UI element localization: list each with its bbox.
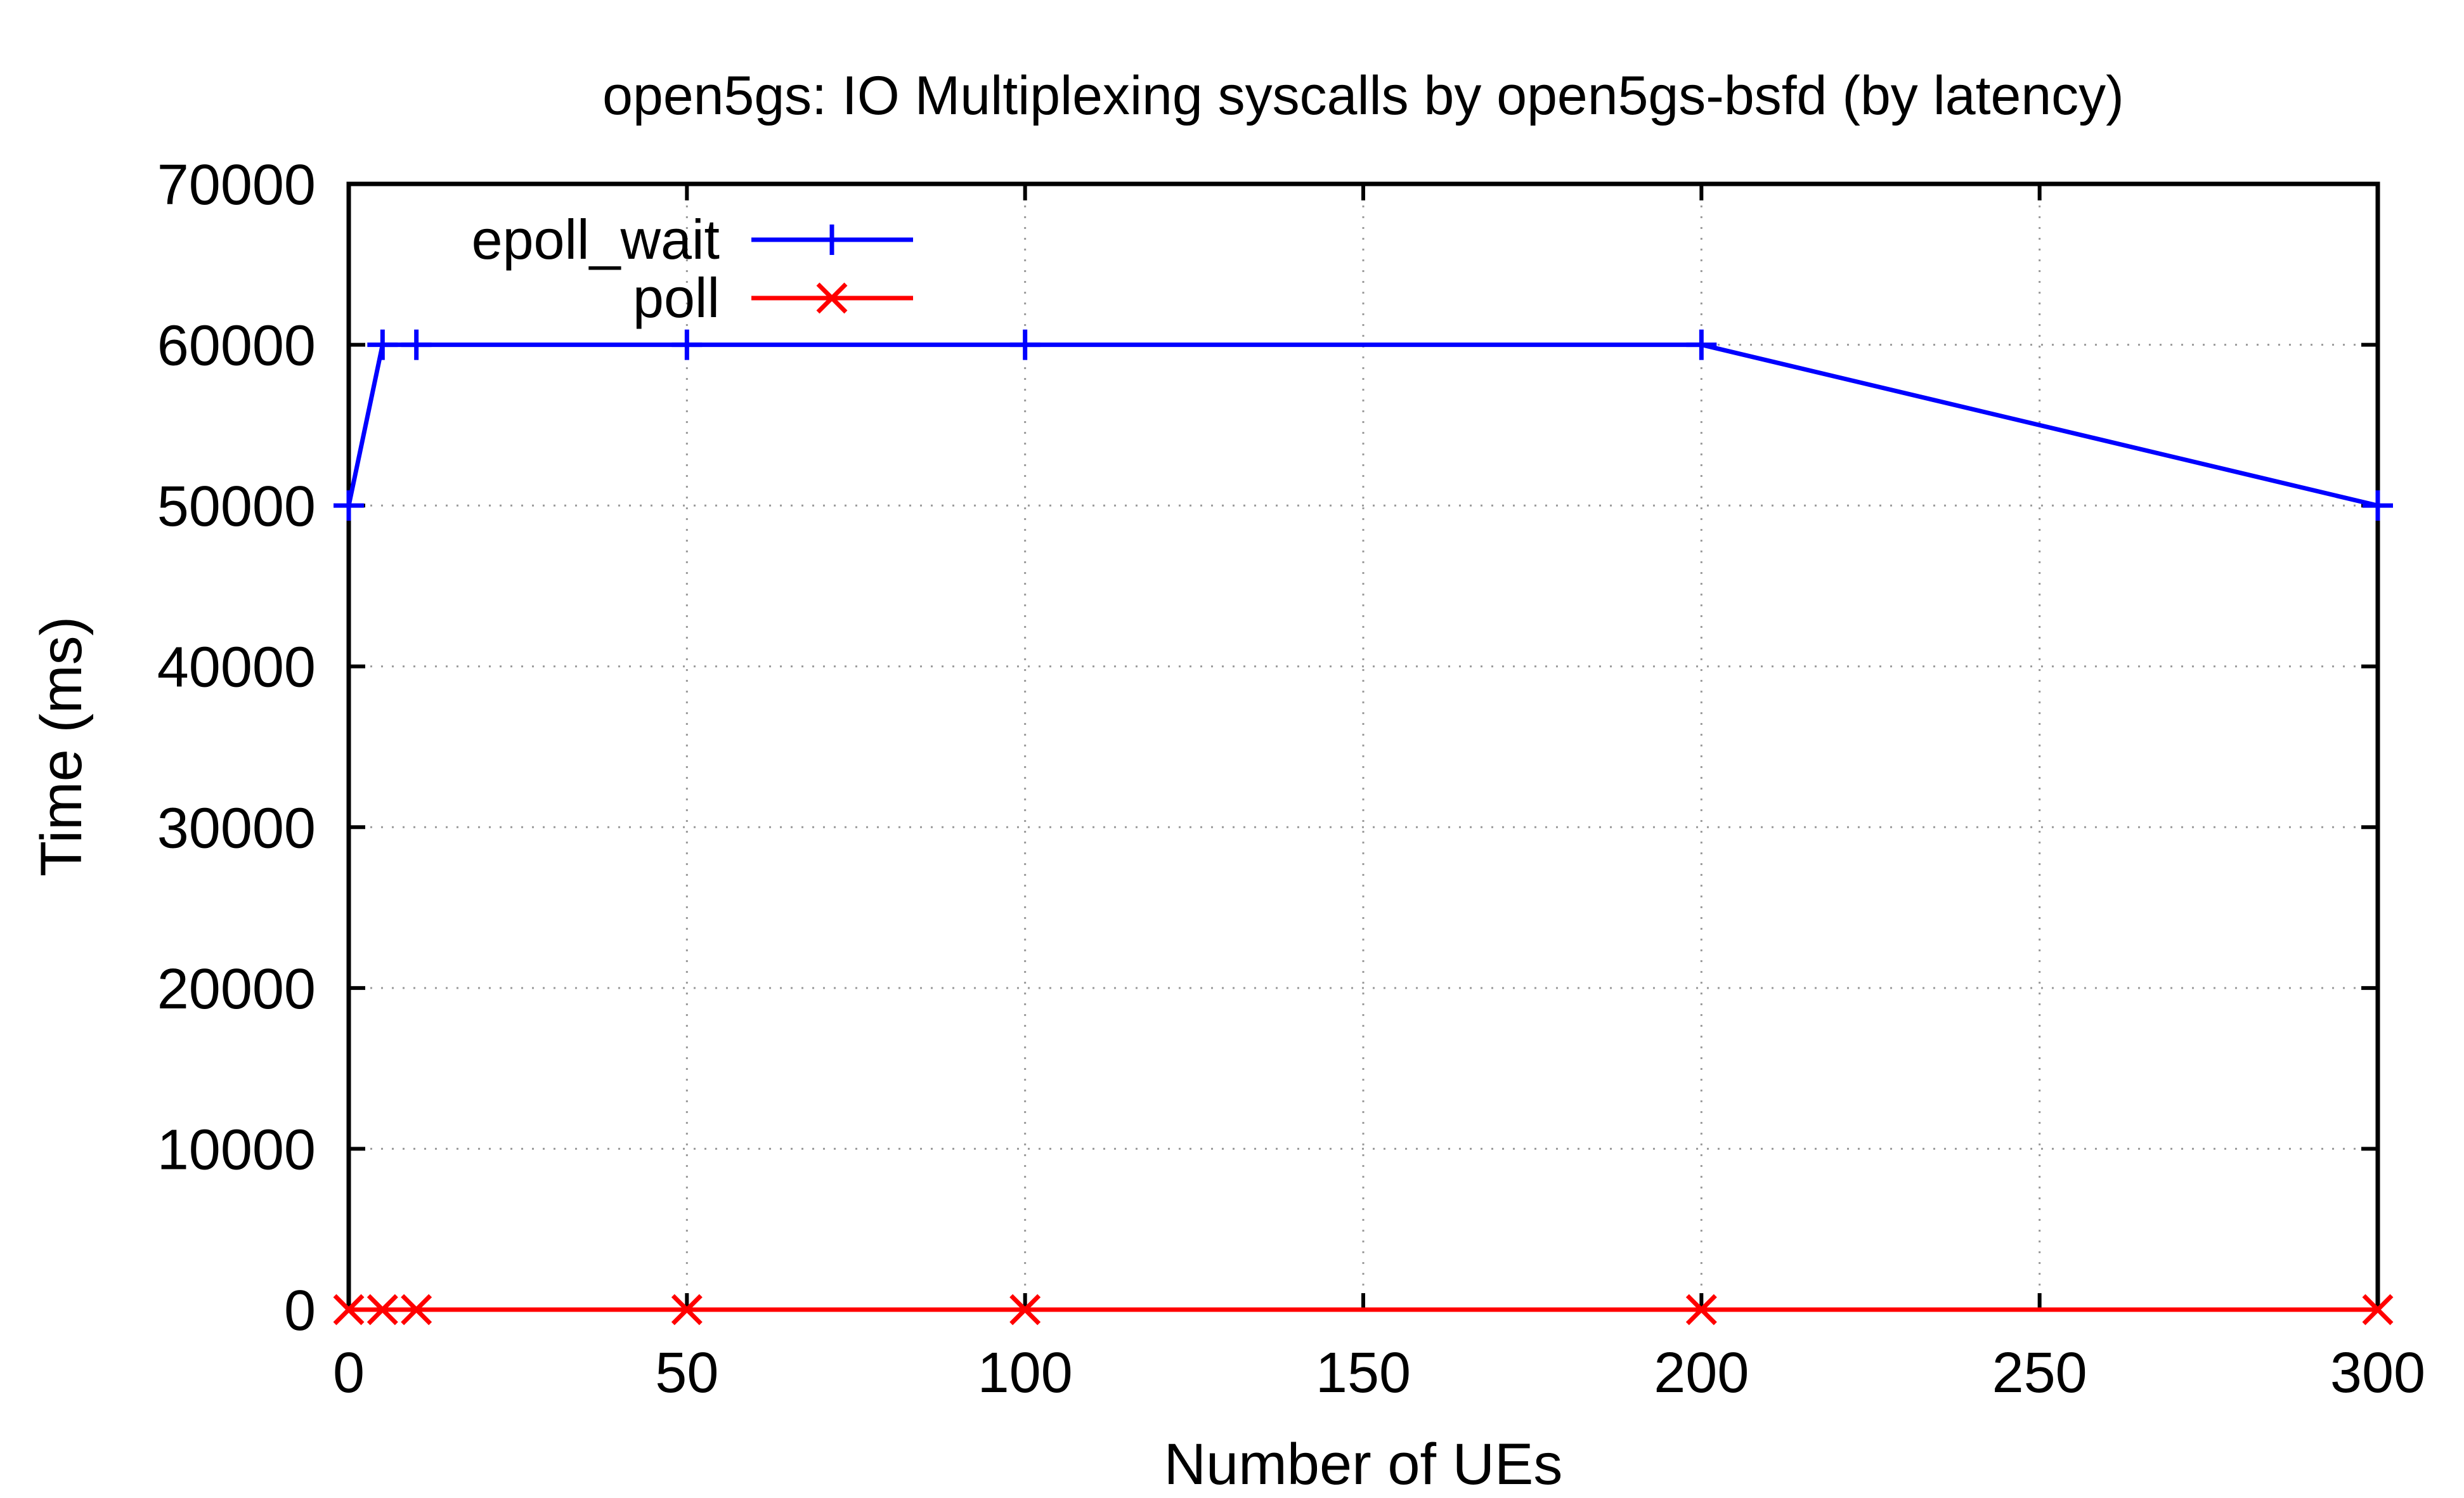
y-tick-label: 20000 [157,958,316,1021]
y-tick-label: 40000 [157,636,316,700]
x-tick-label: 200 [1654,1341,1749,1405]
x-tick-label: 0 [333,1341,365,1405]
data-point-epoll-wait [1009,329,1041,360]
data-point-poll [2362,1294,2394,1325]
tick-marks [347,182,2380,1312]
legend-label-epoll-wait: epoll_wait [472,208,720,271]
x-axis-label: Number of UEs [1164,1432,1563,1497]
data-point-epoll-wait [671,329,703,360]
x-tick-label: 50 [655,1341,718,1405]
x-tick-label: 100 [978,1341,1073,1405]
x-tick-label: 150 [1316,1341,1411,1405]
legend-marker-epoll-wait [817,225,847,255]
data-point-poll [1685,1294,1717,1325]
data-point-epoll-wait [367,329,398,360]
y-tick-labels: 0 10000 20000 30000 40000 50000 60000 70000 [157,153,316,1343]
series-epoll-wait [334,329,2393,521]
series-layer [333,329,2394,1325]
chart-title: open5gs: IO Multiplexing syscalls by ope… [602,65,2124,126]
x-tick-label: 300 [2330,1341,2425,1405]
data-point-epoll-wait [1686,329,1717,360]
y-tick-label: 30000 [157,797,316,860]
y-tick-label: 70000 [157,153,316,217]
data-point-epoll-wait [2363,490,2393,521]
legend: epoll_wait poll [472,208,913,329]
data-point-epoll-wait [401,329,432,360]
y-tick-label: 10000 [157,1118,316,1182]
x-tick-label: 250 [1992,1341,2087,1405]
grid-lines [349,184,2378,1310]
y-tick-label: 50000 [157,475,316,538]
series-poll [333,1294,2394,1325]
data-point-poll [1009,1294,1041,1325]
y-tick-label: 60000 [157,315,316,378]
data-point-poll [671,1294,703,1325]
plot-frame [346,181,2380,1312]
y-tick-label: 0 [284,1279,316,1343]
legend-marker-poll [816,282,848,314]
data-point-poll [401,1294,432,1325]
y-axis-label: Time (ms) [29,616,94,877]
x-tick-labels: 0 50 100 150 200 250 300 [333,1341,2425,1405]
data-point-epoll-wait [334,490,364,521]
legend-label-poll: poll [633,266,720,329]
data-point-poll [333,1294,365,1325]
data-point-poll [366,1294,398,1325]
